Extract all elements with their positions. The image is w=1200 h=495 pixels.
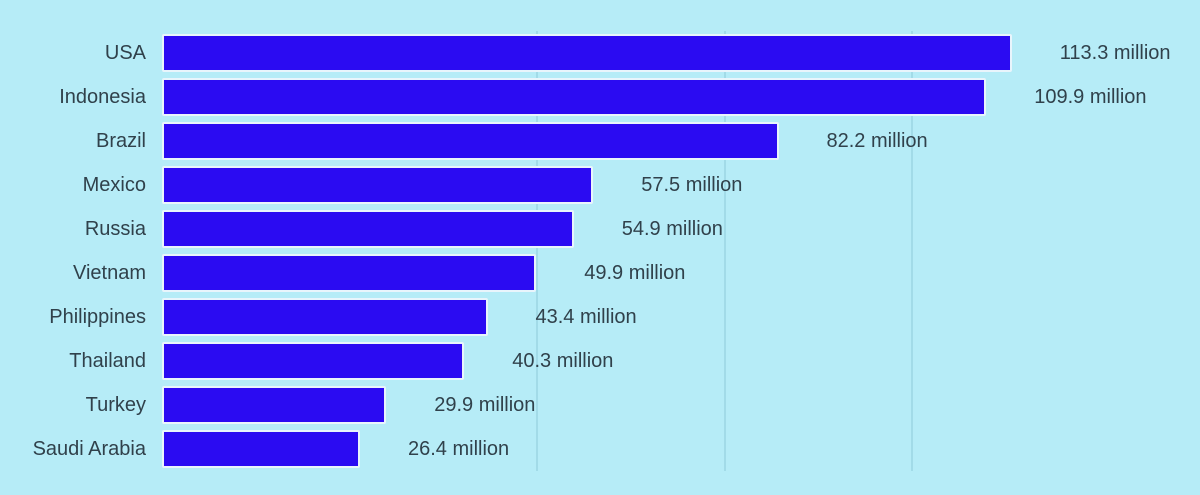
chart-row: USA 113.3 million (0, 31, 1200, 75)
value-label: 109.9 million (1034, 85, 1147, 108)
bar (162, 34, 1012, 72)
bar (162, 254, 537, 292)
gridline-50m (536, 31, 538, 471)
chart-row: Mexico 57.5 million (0, 163, 1200, 207)
category-label: Brazil (95, 129, 146, 152)
category-label: Turkey (85, 393, 146, 416)
value-label: 29.9 million (434, 393, 536, 416)
value-label: 26.4 million (408, 437, 510, 460)
value-label: 113.3 million (1059, 41, 1171, 64)
category-label: Indonesia (59, 85, 146, 108)
gridline-75m (723, 31, 726, 471)
value-label: 54.9 million (621, 217, 723, 240)
bar (162, 386, 387, 424)
bar (162, 210, 574, 248)
chart-row: Saudi Arabia 26.4 million (0, 427, 1200, 471)
value-label: 82.2 million (826, 129, 928, 152)
chart-row: Russia 54.9 million (0, 207, 1200, 251)
category-label: Mexico (82, 173, 146, 196)
bar (162, 78, 987, 116)
bar (162, 298, 488, 336)
bar (162, 430, 360, 468)
value-label: 49.9 million (584, 261, 686, 284)
category-label: Russia (84, 217, 146, 240)
bar (162, 342, 465, 380)
category-label: Philippines (49, 305, 146, 328)
bar (162, 166, 594, 204)
chart-row: Indonesia 109.9 million (0, 75, 1200, 119)
chart-row: Vietnam 49.9 million (0, 251, 1200, 295)
chart-row: Brazil 82.2 million (0, 119, 1200, 163)
bar (162, 122, 779, 160)
chart-row: Turkey 29.9 million (0, 383, 1200, 427)
chart-row: Thailand 40.3 million (0, 339, 1200, 383)
category-label: Thailand (69, 349, 146, 372)
chart-row: Philippines 43.4 million (0, 295, 1200, 339)
category-label: Vietnam (72, 261, 146, 284)
category-label: USA (104, 41, 146, 64)
value-label: 57.5 million (641, 173, 743, 196)
value-label: 40.3 million (512, 349, 614, 372)
value-label: 43.4 million (535, 305, 637, 328)
gridline-100m (911, 31, 913, 471)
chart-rows: USA 113.3 million Indonesia 109.9 millio… (0, 31, 1200, 471)
category-label: Saudi Arabia (32, 437, 146, 460)
